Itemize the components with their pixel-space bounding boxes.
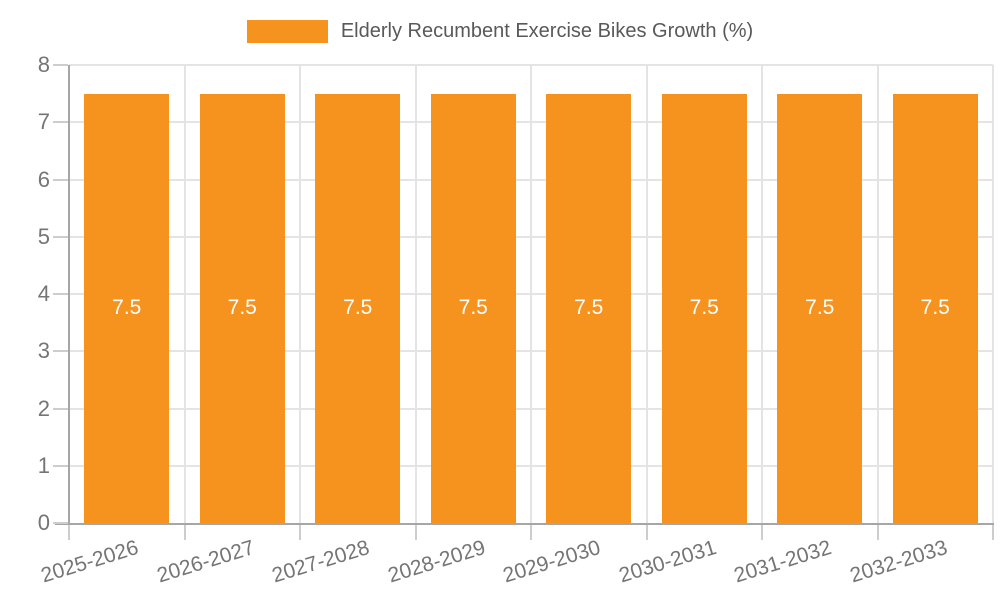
gridline-vertical bbox=[414, 65, 417, 523]
x-tick-label: 2027-2028 bbox=[269, 536, 373, 588]
bar-2027-2028[interactable] bbox=[315, 93, 401, 523]
x-tick-mark bbox=[530, 525, 532, 540]
x-tick-mark bbox=[761, 525, 763, 540]
bar-value-label: 7.5 bbox=[689, 296, 719, 320]
gridline-vertical bbox=[992, 65, 994, 523]
x-tick-label: 2026-2027 bbox=[154, 536, 257, 588]
x-tick-mark bbox=[68, 525, 70, 540]
y-tick-mark bbox=[53, 121, 68, 124]
bar-2025-2026[interactable] bbox=[84, 93, 170, 523]
y-tick-label: 7 bbox=[37, 109, 50, 135]
gridline-vertical bbox=[530, 65, 532, 523]
y-axis-line bbox=[68, 65, 70, 525]
gridline-vertical bbox=[645, 65, 648, 523]
bar-2026-2027[interactable] bbox=[199, 93, 285, 523]
y-tick-label: 6 bbox=[37, 166, 50, 192]
bar-value-label: 7.5 bbox=[227, 296, 257, 320]
y-tick-mark bbox=[53, 178, 68, 181]
x-tick-mark bbox=[876, 525, 879, 540]
y-tick-label: 8 bbox=[37, 52, 50, 77]
y-tick-label: 3 bbox=[37, 338, 50, 364]
y-tick-label: 0 bbox=[37, 510, 50, 535]
y-tick-label: 4 bbox=[37, 281, 50, 306]
y-tick-mark bbox=[53, 522, 68, 524]
y-tick-mark bbox=[53, 464, 68, 467]
bar-2029-2030[interactable] bbox=[546, 93, 632, 523]
x-tick-mark bbox=[645, 525, 648, 540]
y-tick-mark bbox=[53, 293, 68, 295]
x-tick-label: 2031-2032 bbox=[731, 536, 835, 588]
y-tick-mark bbox=[53, 407, 68, 410]
x-axis-line bbox=[55, 523, 994, 525]
bar-value-label: 7.5 bbox=[343, 296, 373, 320]
y-tick-label: 2 bbox=[37, 395, 50, 421]
bar-2031-2032[interactable] bbox=[777, 93, 863, 523]
bar-2030-2031[interactable] bbox=[661, 93, 747, 523]
x-tick-label: 2029-2030 bbox=[500, 536, 604, 588]
x-tick-mark bbox=[299, 525, 301, 540]
bar-2028-2029[interactable] bbox=[430, 93, 516, 523]
gridline-vertical bbox=[183, 65, 186, 523]
x-tick-label: 2028-2029 bbox=[385, 536, 488, 588]
gridline-vertical bbox=[876, 65, 879, 523]
bar-value-label: 7.5 bbox=[112, 296, 142, 320]
y-tick-mark bbox=[53, 235, 68, 238]
bar-value-label: 7.5 bbox=[458, 296, 488, 320]
y-tick-label: 5 bbox=[37, 223, 50, 249]
bar-value-label: 7.5 bbox=[574, 296, 604, 320]
gridline-vertical bbox=[299, 65, 301, 523]
y-tick-label: 1 bbox=[37, 452, 50, 478]
y-tick-mark bbox=[53, 350, 68, 353]
x-tick-label: 2025-2026 bbox=[38, 536, 142, 588]
x-tick-label: 2030-2031 bbox=[616, 536, 719, 588]
y-tick-mark bbox=[53, 64, 68, 66]
bar-value-label: 7.5 bbox=[920, 296, 950, 320]
bar-value-label: 7.5 bbox=[805, 296, 835, 320]
x-tick-mark bbox=[183, 525, 186, 540]
x-tick-mark bbox=[992, 525, 994, 540]
legend-label: Elderly Recumbent Exercise Bikes Growth … bbox=[340, 19, 754, 42]
bar-2032-2033[interactable] bbox=[892, 93, 978, 523]
x-tick-mark bbox=[414, 525, 417, 540]
x-tick-label: 2032-2033 bbox=[847, 536, 950, 588]
gridline-vertical bbox=[761, 65, 763, 523]
legend-swatch-icon bbox=[246, 19, 328, 43]
legend-item[interactable]: Elderly Recumbent Exercise Bikes Growth … bbox=[0, 17, 1000, 45]
